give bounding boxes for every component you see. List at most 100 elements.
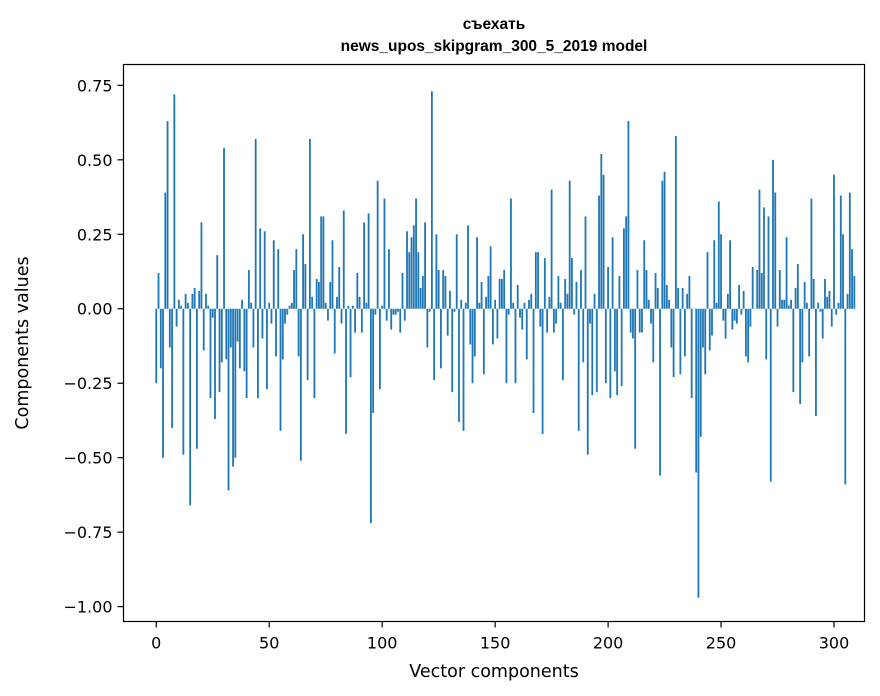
bar-250 [720, 234, 722, 309]
bar-124 [435, 234, 438, 309]
bar-5 [166, 121, 169, 309]
bar-58 [286, 308, 289, 315]
bar-18 [196, 308, 198, 449]
bar-269 [763, 207, 765, 309]
bar-206 [620, 308, 623, 387]
bar-186 [575, 281, 578, 309]
bar-275 [776, 308, 779, 327]
bar-298 [828, 290, 831, 309]
y-tick-label: 0.25 [77, 225, 113, 244]
bar-71 [315, 278, 318, 309]
bar-205 [618, 275, 621, 309]
bar-180 [562, 308, 564, 381]
bar-69 [311, 296, 314, 309]
bar-219 [650, 308, 652, 324]
bar-59 [288, 305, 291, 309]
bar-217 [645, 270, 648, 309]
bar-268 [760, 273, 763, 309]
bar-122 [430, 91, 433, 309]
bar-117 [419, 287, 422, 309]
bar-188 [580, 270, 582, 309]
bar-61 [293, 270, 295, 309]
bar-277 [781, 299, 783, 309]
bar-259 [740, 308, 743, 315]
bar-65 [302, 234, 305, 309]
bar-51 [270, 308, 273, 324]
bar-36 [236, 308, 239, 342]
y-tick-label: −0.50 [63, 449, 112, 468]
bar-154 [503, 270, 506, 309]
bar-212 [634, 308, 637, 449]
bar-79 [333, 308, 336, 354]
bar-130 [449, 290, 451, 309]
bar-293 [817, 302, 820, 309]
bar-144 [480, 281, 483, 309]
bar-29 [220, 308, 223, 363]
bar-11 [180, 305, 183, 309]
bar-131 [451, 308, 454, 393]
bar-68 [308, 138, 311, 309]
bar-242 [702, 308, 704, 348]
x-tick-label: 100 [367, 634, 398, 653]
bar-308 [851, 249, 853, 309]
bar-211 [632, 308, 634, 339]
bar-160 [516, 284, 519, 309]
bar-158 [512, 302, 515, 309]
bar-189 [582, 308, 585, 363]
bar-175 [550, 189, 553, 309]
y-tick-label: 0.75 [77, 76, 113, 95]
bar-260 [742, 290, 745, 309]
bar-295 [821, 308, 824, 339]
bar-214 [638, 308, 641, 333]
bar-54 [277, 249, 280, 309]
bar-23 [207, 305, 210, 309]
bar-110 [403, 308, 406, 321]
bar-209 [627, 121, 630, 309]
bar-276 [778, 270, 781, 309]
bar-37 [238, 308, 241, 369]
bar-289 [808, 308, 811, 357]
bar-145 [482, 308, 485, 375]
bar-155 [505, 308, 508, 384]
bar-171 [541, 308, 544, 434]
bar-208 [625, 216, 628, 309]
bar-297 [826, 296, 829, 309]
bar-105 [392, 308, 395, 315]
y-tick-label: −0.25 [63, 374, 112, 393]
bar-270 [765, 308, 768, 360]
bar-52 [272, 240, 275, 309]
bar-108 [399, 308, 402, 333]
bar-78 [331, 240, 334, 309]
bar-304 [842, 234, 844, 309]
bar-1 [157, 273, 160, 309]
bar-162 [521, 308, 524, 330]
bar-147 [487, 275, 490, 309]
bar-263 [749, 308, 752, 327]
bar-140 [471, 308, 474, 384]
bar-202 [611, 237, 614, 309]
bar-56 [281, 308, 284, 360]
bar-303 [839, 195, 842, 309]
bar-3 [162, 308, 164, 458]
bar-271 [767, 216, 770, 309]
bar-305 [844, 308, 847, 485]
bar-137 [464, 302, 467, 309]
bar-87 [351, 305, 354, 309]
bar-153 [501, 278, 503, 309]
bar-285 [799, 308, 802, 405]
bar-88 [354, 308, 356, 333]
bar-239 [695, 308, 698, 473]
bar-7 [171, 308, 173, 428]
bar-176 [552, 308, 555, 333]
bar-121 [428, 308, 431, 312]
bar-163 [523, 302, 526, 309]
bar-251 [722, 308, 725, 321]
y-tick-label: 0.50 [77, 151, 113, 170]
bar-49 [266, 308, 268, 390]
bar-112 [408, 252, 411, 309]
bar-278 [783, 299, 786, 309]
bar-174 [548, 296, 551, 309]
bar-4 [164, 192, 167, 309]
bar-104 [390, 308, 393, 330]
y-tick-label: 0.00 [77, 300, 113, 319]
